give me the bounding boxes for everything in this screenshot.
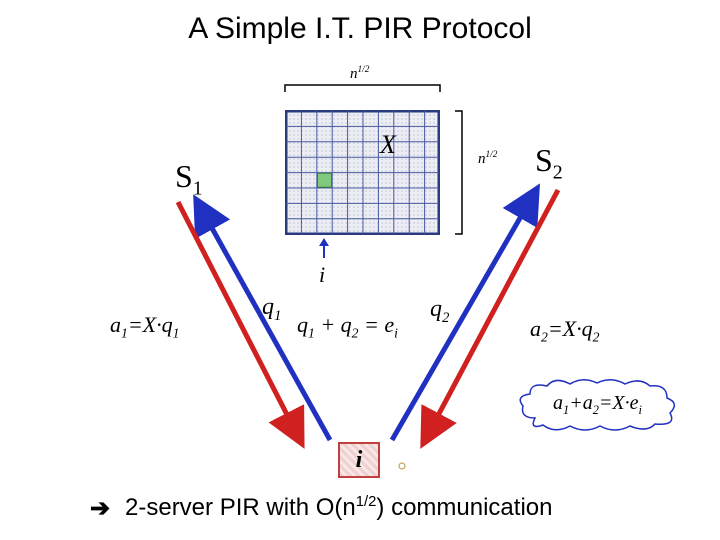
bullet-arrow-icon: ➔ [90, 494, 110, 523]
client-i-label: i [356, 447, 363, 474]
dot-icon [398, 462, 408, 472]
reconstruction-equation: a1+a2=X·ei [515, 392, 680, 418]
q1-label: q1 [262, 294, 281, 325]
randomness-equation: q1 + q2 = ei [297, 312, 398, 341]
client-box: i [338, 442, 380, 478]
q2-label: q2 [430, 296, 449, 327]
a1-arrow [178, 202, 300, 440]
conclusion-text: 2-server PIR with O(n1/2) communication [125, 494, 552, 522]
q2-arrow [392, 192, 535, 440]
a1-label: a1=X·q1 [110, 312, 179, 341]
a2-label: a2=X·q2 [530, 316, 599, 345]
